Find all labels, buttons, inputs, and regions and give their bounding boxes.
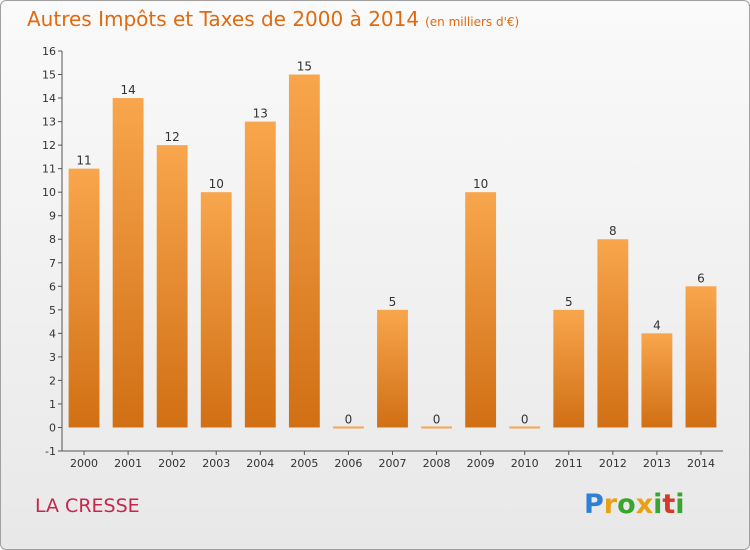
bar-2011: [553, 309, 585, 428]
value-label-2011: 5: [565, 295, 573, 309]
chart-title-unit: (en milliers d'€): [425, 15, 520, 29]
logo-letter: i: [653, 489, 663, 520]
y-tick-label: 13: [42, 116, 56, 129]
y-tick-label: 0: [49, 421, 56, 434]
bar-2003: [200, 192, 232, 428]
y-tick-label: -1: [45, 445, 56, 458]
logo-letter: o: [617, 489, 636, 520]
bar-2008: [421, 426, 452, 429]
value-label-2000: 11: [76, 154, 91, 168]
logo-letter: r: [603, 489, 618, 520]
x-tick-label-2008: 2008: [423, 457, 451, 470]
value-label-2014: 6: [697, 271, 705, 285]
y-tick-label: 3: [49, 351, 56, 364]
chart-title: Autres Impôts et Taxes de 2000 à 2014 (en…: [27, 7, 519, 31]
bar-2009: [465, 192, 497, 428]
x-tick-label-2012: 2012: [599, 457, 627, 470]
y-tick-label: 8: [49, 233, 56, 246]
logo-letter: t: [662, 489, 676, 520]
y-tick-label: 11: [42, 163, 56, 176]
x-tick-label-2001: 2001: [114, 457, 142, 470]
proxiti-logo: Proxiti: [584, 489, 685, 520]
x-tick-label-2006: 2006: [334, 457, 362, 470]
bar-2007: [377, 309, 408, 428]
logo-letter: x: [635, 489, 654, 520]
commune-name: LA CRESSE: [35, 495, 140, 517]
x-tick-label-2014: 2014: [687, 457, 715, 470]
bar-2004: [244, 121, 276, 428]
value-label-2013: 4: [653, 318, 661, 332]
y-tick-label: 7: [49, 257, 56, 270]
y-tick-label: 6: [49, 280, 56, 293]
y-tick-label: 10: [42, 186, 56, 199]
bar-2013: [641, 333, 673, 428]
logo-letter: P: [584, 489, 604, 520]
value-label-2009: 10: [473, 177, 488, 191]
logo-letter: i: [675, 489, 685, 520]
value-label-2005: 15: [297, 60, 312, 74]
x-tick-label-2002: 2002: [158, 457, 186, 470]
x-tick-label-2000: 2000: [70, 457, 98, 470]
bar-2014: [685, 286, 717, 428]
bar-2012: [597, 239, 629, 428]
y-tick-label: 16: [42, 45, 56, 58]
y-tick-label: 4: [49, 327, 56, 340]
y-tick-label: 12: [42, 139, 56, 152]
x-tick-label-2004: 2004: [246, 457, 274, 470]
bar-2005: [288, 74, 320, 428]
value-label-2004: 13: [253, 107, 268, 121]
bar-2000: [68, 168, 100, 428]
y-tick-label: 1: [49, 398, 56, 411]
value-label-2010: 0: [521, 412, 529, 426]
bar-2006: [333, 426, 364, 429]
x-tick-label-2010: 2010: [511, 457, 539, 470]
value-label-2006: 0: [345, 412, 353, 426]
value-label-2003: 10: [209, 177, 224, 191]
y-tick-label: 14: [42, 92, 56, 105]
bar-2001: [112, 98, 144, 428]
bar-2002: [156, 145, 188, 428]
value-label-2012: 8: [609, 224, 617, 238]
value-label-2002: 12: [165, 130, 180, 144]
x-tick-label-2011: 2011: [555, 457, 583, 470]
value-label-2007: 5: [389, 295, 397, 309]
y-tick-label: 2: [49, 374, 56, 387]
x-tick-label-2009: 2009: [467, 457, 495, 470]
y-tick-label: 9: [49, 210, 56, 223]
x-tick-label-2005: 2005: [290, 457, 318, 470]
x-tick-label-2007: 2007: [379, 457, 407, 470]
x-tick-label-2013: 2013: [643, 457, 671, 470]
bar-2010: [509, 426, 541, 429]
x-tick-label-2003: 2003: [202, 457, 230, 470]
value-label-2008: 0: [433, 412, 441, 426]
value-label-2001: 14: [120, 83, 135, 97]
chart-title-text: Autres Impôts et Taxes de 2000 à 2014: [27, 7, 420, 31]
y-tick-label: 5: [49, 304, 56, 317]
y-tick-label: 15: [42, 69, 56, 82]
